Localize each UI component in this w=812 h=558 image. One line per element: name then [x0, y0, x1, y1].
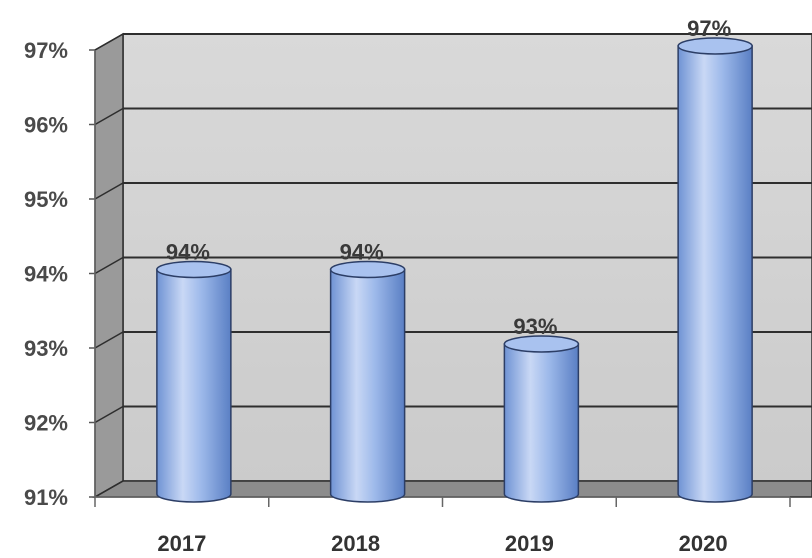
gridline-side: [94, 480, 124, 498]
y-tick-label: 91%: [24, 485, 68, 510]
bar: [503, 343, 580, 503]
gridline-side: [94, 256, 124, 275]
gridline-side: [94, 405, 124, 424]
gridline-side: [94, 107, 124, 126]
bar: [156, 268, 232, 503]
x-tick-label: 2017: [157, 531, 206, 556]
data-label: 94%: [340, 240, 384, 265]
plot-area: 91% 92% 93% 94% 95% 96% 97% 94% 2017 94% 2018 93% 20…: [24, 16, 812, 556]
bar-top: [503, 335, 580, 353]
data-label: 97%: [687, 16, 731, 41]
gridline-side: [94, 331, 124, 349]
bar: [677, 45, 753, 503]
y-tick-label: 95%: [24, 187, 68, 212]
x-tick-label: 2018: [331, 531, 380, 556]
data-label: 94%: [166, 240, 210, 265]
y-tick-label: 94%: [24, 262, 68, 287]
y-tick-label: 93%: [24, 336, 68, 361]
x-tick-label: 2019: [505, 531, 554, 556]
y-tick-label: 97%: [24, 38, 68, 63]
gridline-side: [94, 182, 124, 200]
bar-top: [156, 260, 232, 279]
bar-top: [329, 260, 406, 279]
bar-top: [677, 37, 753, 55]
gridline-side: [94, 33, 124, 51]
x-tick-label: 2020: [679, 531, 728, 556]
y-tick-label: 92%: [24, 411, 68, 436]
data-label: 93%: [513, 314, 557, 339]
bar: [329, 268, 406, 503]
y-tick-label: 96%: [24, 113, 68, 138]
